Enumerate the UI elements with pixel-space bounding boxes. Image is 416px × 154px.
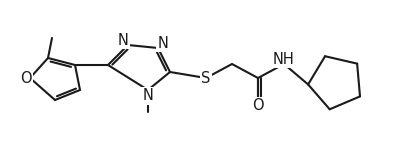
Text: N: N <box>143 89 154 103</box>
Text: O: O <box>20 71 32 85</box>
Text: O: O <box>252 99 264 113</box>
Text: NH: NH <box>273 51 295 67</box>
Text: N: N <box>118 32 129 47</box>
Text: N: N <box>158 36 168 51</box>
Text: S: S <box>201 71 210 85</box>
